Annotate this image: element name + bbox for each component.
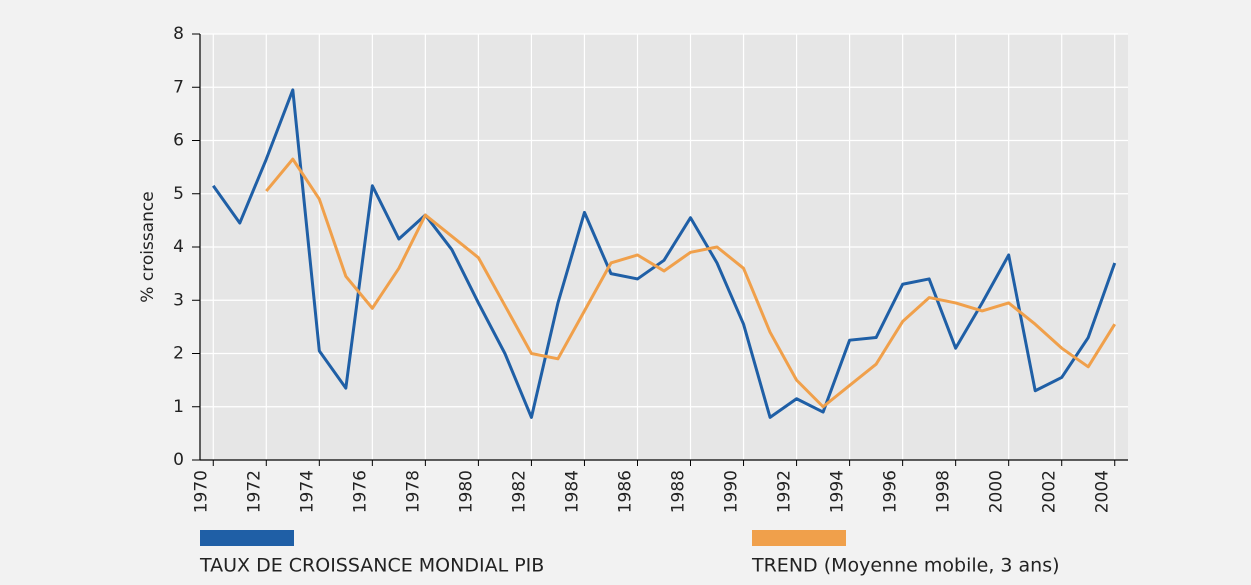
x-tick-label: 1984 (562, 470, 582, 513)
x-tick-label: 1996 (881, 470, 901, 513)
x-tick-label: 2000 (987, 470, 1007, 513)
x-tick-label: 1994 (828, 470, 848, 513)
y-axis-label: % croissance (138, 191, 158, 302)
legend-label: TAUX DE CROISSANCE MONDIAL PIB (199, 555, 544, 577)
x-tick-label: 1986 (615, 470, 635, 513)
y-tick-label: 4 (173, 237, 184, 257)
y-tick-label: 5 (173, 184, 184, 204)
x-tick-label: 1988 (669, 470, 689, 513)
x-tick-label: 1972 (244, 470, 264, 513)
x-tick-label: 1982 (509, 470, 529, 513)
x-tick-label: 1978 (403, 470, 423, 513)
x-tick-label: 1980 (456, 470, 476, 513)
y-tick-label: 7 (173, 77, 184, 97)
y-tick-label: 1 (173, 397, 184, 417)
x-tick-label: 1990 (722, 470, 742, 513)
x-tick-label: 1998 (934, 470, 954, 513)
x-tick-label: 1992 (775, 470, 795, 513)
x-tick-label: 2004 (1093, 470, 1113, 513)
y-tick-label: 3 (173, 290, 184, 310)
x-tick-label: 1974 (297, 470, 317, 513)
x-tick-label: 2002 (1040, 470, 1060, 513)
series-line (212, 88, 1117, 419)
y-tick-label: 2 (173, 344, 184, 364)
legend-label: TREND (Moyenne mobile, 3 ans) (751, 555, 1060, 577)
y-tick-label: 8 (173, 24, 184, 44)
series-line (265, 157, 1117, 409)
legend-swatch (752, 530, 846, 546)
y-tick-label: 0 (173, 450, 184, 470)
x-tick-label: 1976 (350, 470, 370, 513)
x-tick-label: 1970 (191, 470, 211, 513)
y-tick-label: 6 (173, 131, 184, 151)
legend-swatch (200, 530, 294, 546)
